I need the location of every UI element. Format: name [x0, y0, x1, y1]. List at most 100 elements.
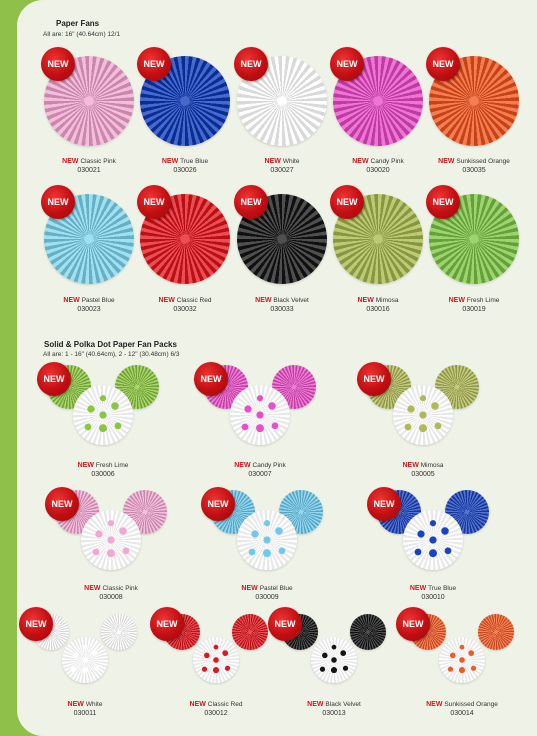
- product-code: 030006: [91, 471, 115, 478]
- product-caption: NEW Fresh Lime 030006: [48, 461, 158, 479]
- product-caption: NEW Mimosa 030005: [368, 461, 478, 479]
- dotted-fan-classic-pink: [81, 510, 141, 570]
- product-code: 030011: [73, 710, 97, 717]
- dotted-fan-pastel-blue: [237, 510, 297, 570]
- new-badge: NEW: [37, 362, 71, 396]
- section-title-fan-packs: Solid & Polka Dot Paper Fan Packs: [44, 340, 177, 349]
- product-code: 030033: [270, 306, 294, 313]
- product-caption: NEW True Blue 030010: [378, 584, 488, 602]
- new-label: NEW: [189, 701, 208, 708]
- product-code: 030010: [421, 594, 445, 601]
- product-code: 030014: [450, 710, 474, 717]
- product-code: 030005: [411, 471, 435, 478]
- product-name: Mimosa: [375, 297, 399, 304]
- product-caption: NEW White 030011: [30, 700, 140, 718]
- product-caption: NEW Black Velvet 030013: [279, 700, 389, 718]
- product-name: Classic Red: [176, 297, 212, 304]
- product-code: 030007: [248, 471, 272, 478]
- dotted-fan-true-blue: [403, 510, 463, 570]
- dotted-fan-candy-pink: [230, 385, 290, 445]
- product-caption: NEW Candy Pink 030020: [323, 157, 433, 175]
- new-badge: NEW: [137, 185, 171, 219]
- product-code: 030009: [255, 594, 279, 601]
- dotted-fan-white: [62, 637, 108, 683]
- product-name: True Blue: [428, 585, 457, 592]
- product-code: 030027: [270, 167, 294, 174]
- product-name: Sunkissed Orange: [456, 158, 510, 165]
- product-code: 030019: [462, 306, 486, 313]
- new-badge: NEW: [234, 47, 268, 81]
- product-name: Classic Red: [207, 701, 243, 708]
- small-fan-white: [101, 614, 137, 650]
- product-code: 030020: [366, 167, 390, 174]
- product-caption: NEW Fresh Lime 030019: [419, 296, 529, 314]
- product-code: 030032: [173, 306, 197, 313]
- new-badge: NEW: [330, 47, 364, 81]
- new-label: NEW: [84, 585, 103, 592]
- new-label: NEW: [67, 701, 86, 708]
- new-badge: NEW: [396, 607, 430, 641]
- new-label: NEW: [352, 158, 371, 165]
- new-label: NEW: [426, 701, 445, 708]
- new-label: NEW: [234, 462, 253, 469]
- product-name: Pastel Blue: [81, 297, 115, 304]
- new-label: NEW: [409, 585, 429, 592]
- new-badge: NEW: [234, 185, 268, 219]
- dotted-fan-sunkissed-orange: [439, 637, 485, 683]
- new-badge: NEW: [41, 185, 75, 219]
- dotted-fan-black-velvet: [311, 637, 357, 683]
- new-badge: NEW: [194, 362, 228, 396]
- product-name: Classic Pink: [80, 158, 116, 165]
- small-fan-black-velvet: [350, 614, 386, 650]
- new-badge: NEW: [426, 185, 460, 219]
- dotted-fan-mimosa: [393, 385, 453, 445]
- product-name: Fresh Lime: [466, 297, 500, 304]
- new-label: NEW: [307, 701, 326, 708]
- product-caption: NEW Classic Pink 030021: [34, 157, 144, 175]
- section-subtitle-fan-packs: All are: 1 - 16" (40.64cm), 2 - 12" (30.…: [43, 351, 180, 358]
- new-label: NEW: [161, 158, 181, 165]
- product-caption: NEW White 030027: [227, 157, 337, 175]
- new-badge: NEW: [41, 47, 75, 81]
- new-label: NEW: [402, 462, 421, 469]
- new-badge: NEW: [357, 362, 391, 396]
- small-fan-sunkissed-orange: [478, 614, 514, 650]
- product-name: White: [282, 158, 300, 165]
- product-caption: NEW Black Velvet 030033: [227, 296, 337, 314]
- dotted-fan-fresh-lime: [73, 385, 133, 445]
- product-caption: NEW Mimosa 030016: [323, 296, 433, 314]
- section-title-paper-fans: Paper Fans: [56, 19, 100, 28]
- product-code: 030016: [366, 306, 390, 313]
- product-name: Fresh Lime: [95, 462, 129, 469]
- new-label: NEW: [255, 297, 274, 304]
- new-label: NEW: [241, 585, 260, 592]
- product-code: 030013: [322, 710, 346, 717]
- product-caption: NEW Sunkissed Orange 030014: [407, 700, 517, 718]
- product-name: Pastel Blue: [259, 585, 293, 592]
- product-caption: NEW Classic Red 030012: [161, 700, 271, 718]
- new-badge: NEW: [19, 607, 53, 641]
- catalog-page: Paper Fans All are: 16" (40.64cm) 12/1 S…: [17, 0, 537, 736]
- product-code: 030021: [77, 167, 101, 174]
- product-name: Candy Pink: [370, 158, 404, 165]
- product-caption: NEW Pastel Blue 030009: [212, 584, 322, 602]
- product-code: 030008: [99, 594, 123, 601]
- new-badge: NEW: [201, 487, 235, 521]
- new-label: NEW: [158, 297, 177, 304]
- product-code: 030012: [204, 710, 228, 717]
- new-badge: NEW: [426, 47, 460, 81]
- product-caption: NEW Sunkissed Orange 030035: [419, 157, 529, 175]
- product-name: Mimosa: [420, 462, 444, 469]
- new-label: NEW: [438, 158, 457, 165]
- product-name: Candy Pink: [252, 462, 286, 469]
- new-label: NEW: [63, 297, 82, 304]
- product-name: Classic Pink: [102, 585, 138, 592]
- product-caption: NEW Classic Red 030032: [130, 296, 240, 314]
- new-label: NEW: [448, 297, 467, 304]
- new-badge: NEW: [150, 607, 184, 641]
- section-subtitle-paper-fans: All are: 16" (40.64cm) 12/1: [43, 31, 121, 38]
- new-label: NEW: [77, 462, 96, 469]
- small-fan-classic-red: [232, 614, 268, 650]
- product-name: White: [85, 701, 103, 708]
- new-badge: NEW: [367, 487, 401, 521]
